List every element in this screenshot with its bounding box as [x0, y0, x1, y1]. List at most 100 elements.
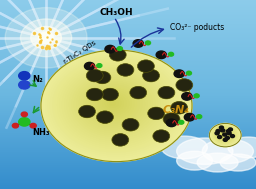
Circle shape — [70, 71, 160, 138]
Circle shape — [218, 130, 230, 138]
Circle shape — [19, 118, 30, 126]
Circle shape — [226, 130, 230, 133]
Circle shape — [223, 138, 227, 141]
Circle shape — [53, 59, 179, 152]
Circle shape — [143, 70, 159, 81]
Circle shape — [79, 78, 150, 130]
Ellipse shape — [220, 154, 256, 171]
Circle shape — [213, 126, 237, 144]
Circle shape — [217, 129, 231, 139]
Circle shape — [133, 40, 143, 47]
Circle shape — [65, 68, 166, 142]
Circle shape — [215, 128, 234, 142]
Circle shape — [197, 115, 202, 119]
Circle shape — [62, 66, 168, 144]
Circle shape — [84, 62, 95, 70]
Circle shape — [220, 132, 227, 136]
Circle shape — [168, 52, 174, 56]
Circle shape — [216, 129, 232, 140]
Circle shape — [220, 131, 228, 137]
Circle shape — [95, 72, 110, 83]
Ellipse shape — [177, 138, 233, 164]
Circle shape — [19, 72, 30, 80]
Ellipse shape — [197, 153, 238, 172]
Circle shape — [105, 45, 115, 53]
Circle shape — [230, 135, 234, 138]
Circle shape — [87, 70, 102, 81]
Circle shape — [179, 120, 184, 124]
Circle shape — [91, 87, 136, 121]
Circle shape — [12, 123, 18, 128]
Circle shape — [58, 62, 174, 148]
Circle shape — [210, 124, 240, 146]
Circle shape — [118, 64, 133, 76]
Circle shape — [93, 89, 134, 119]
Circle shape — [209, 123, 241, 147]
Circle shape — [215, 132, 219, 135]
Circle shape — [74, 75, 155, 134]
Text: NH₃: NH₃ — [33, 128, 50, 137]
Circle shape — [174, 70, 184, 77]
Circle shape — [218, 129, 230, 139]
Circle shape — [219, 131, 229, 138]
Circle shape — [113, 134, 128, 146]
Circle shape — [184, 113, 195, 121]
Circle shape — [219, 126, 223, 129]
Circle shape — [96, 91, 131, 117]
Circle shape — [131, 87, 146, 98]
Circle shape — [21, 112, 27, 117]
Ellipse shape — [161, 136, 207, 159]
Circle shape — [101, 94, 126, 113]
Text: r-Ti₃C₂ QDs: r-Ti₃C₂ QDs — [63, 39, 97, 65]
Circle shape — [214, 126, 236, 143]
Circle shape — [145, 41, 151, 45]
Circle shape — [110, 49, 125, 60]
Circle shape — [77, 77, 152, 132]
Circle shape — [5, 8, 87, 68]
Circle shape — [159, 87, 174, 98]
Circle shape — [97, 112, 113, 123]
Circle shape — [222, 133, 225, 135]
Circle shape — [186, 71, 191, 75]
Circle shape — [98, 92, 129, 115]
Ellipse shape — [177, 151, 212, 170]
Circle shape — [79, 106, 95, 117]
Text: CO₃²⁻ poducts: CO₃²⁻ poducts — [170, 23, 225, 32]
Circle shape — [212, 125, 238, 144]
Circle shape — [103, 96, 123, 111]
Circle shape — [228, 128, 232, 131]
Circle shape — [194, 94, 199, 98]
Circle shape — [117, 47, 122, 50]
Circle shape — [43, 52, 189, 160]
Circle shape — [60, 64, 171, 146]
Circle shape — [216, 129, 220, 132]
Circle shape — [148, 108, 164, 119]
Circle shape — [102, 89, 118, 100]
Circle shape — [218, 136, 222, 139]
Circle shape — [225, 136, 229, 139]
Circle shape — [38, 32, 54, 43]
Circle shape — [82, 80, 147, 128]
Circle shape — [48, 55, 184, 156]
Circle shape — [72, 73, 158, 136]
Circle shape — [84, 82, 144, 126]
Circle shape — [164, 113, 179, 125]
Circle shape — [172, 102, 187, 113]
Circle shape — [108, 99, 118, 107]
Circle shape — [211, 124, 239, 146]
Text: C₃N₄: C₃N₄ — [163, 105, 190, 115]
Circle shape — [221, 132, 226, 136]
Circle shape — [19, 81, 30, 89]
Circle shape — [221, 129, 225, 132]
Circle shape — [89, 85, 139, 122]
Circle shape — [97, 64, 102, 67]
Circle shape — [67, 70, 163, 140]
Circle shape — [222, 133, 224, 134]
Circle shape — [177, 79, 192, 91]
Circle shape — [154, 130, 169, 142]
Circle shape — [50, 57, 182, 154]
Circle shape — [123, 119, 138, 130]
Circle shape — [166, 119, 177, 127]
Circle shape — [105, 98, 121, 109]
Text: N₂: N₂ — [33, 75, 43, 84]
